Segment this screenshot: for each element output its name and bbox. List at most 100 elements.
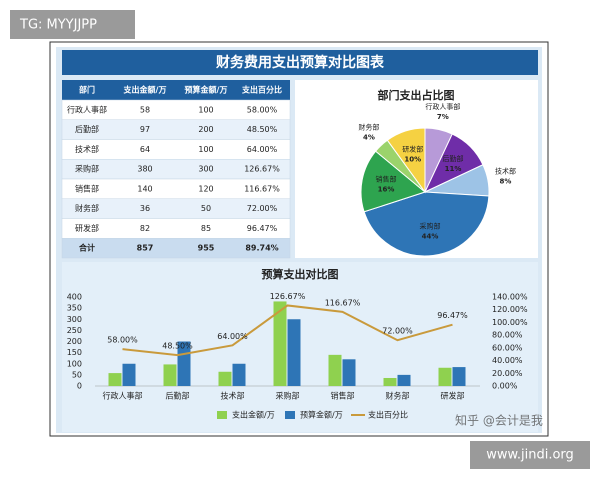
table-cell: 82 xyxy=(140,224,150,233)
bar xyxy=(383,377,397,386)
slice-name: 技术部 xyxy=(495,167,516,176)
bar xyxy=(108,373,122,386)
chart-title: 部门支出占比图 xyxy=(378,88,455,102)
y-tick-label: 0 xyxy=(77,382,82,391)
bar xyxy=(287,319,301,386)
table-row xyxy=(61,238,291,259)
table-cell: 72.00% xyxy=(247,204,278,213)
data-label: 96.47% xyxy=(437,311,468,320)
bar xyxy=(218,371,232,386)
data-label: 116.67% xyxy=(325,298,361,307)
table-cell: 100 xyxy=(198,145,213,154)
table-cell: 技术部 xyxy=(75,144,99,154)
y2-tick-label: 140.00% xyxy=(492,293,528,302)
y2-tick-label: 80.00% xyxy=(492,331,523,340)
watermark-box xyxy=(470,441,590,469)
pie-slice xyxy=(363,191,490,257)
x-tick-label: 后勤部 xyxy=(166,391,190,401)
line xyxy=(122,304,453,357)
legend-label: 支出百分比 xyxy=(368,410,408,420)
y2-tick-label: 120.00% xyxy=(492,305,528,314)
table-cell: 后勤部 xyxy=(75,124,99,134)
x-tick-label: 销售部 xyxy=(331,391,355,401)
data-label: 126.67% xyxy=(270,292,306,301)
bar xyxy=(163,364,177,386)
watermark: TG: MYYJJPP xyxy=(19,18,97,33)
table-cell: 行政人事部 xyxy=(67,104,107,114)
column-header: 预算金额/万 xyxy=(185,85,228,95)
y2-tick-label: 20.00% xyxy=(492,369,523,378)
table-cell: 58 xyxy=(140,105,150,114)
table-cell: 财务部 xyxy=(75,203,99,213)
column-header: 支出金额/万 xyxy=(123,85,167,95)
bar xyxy=(232,363,246,386)
y-tick-label: 250 xyxy=(67,326,82,335)
table-cell: 116.67% xyxy=(244,184,280,193)
table-cell: 100 xyxy=(198,105,213,114)
slice-label: 16% xyxy=(378,186,395,194)
y-tick-label: 400 xyxy=(67,293,82,302)
legend-label: 支出金额/万 xyxy=(232,410,275,420)
x-tick-label: 研发部 xyxy=(441,391,465,401)
table-cell: 140 xyxy=(137,184,152,193)
table-cell: 销售部 xyxy=(75,183,99,193)
slice-name: 后勤部 xyxy=(443,154,464,163)
table-cell: 研发部 xyxy=(75,223,99,233)
slice-name: 销售部 xyxy=(376,175,397,184)
x-tick-label: 财务部 xyxy=(386,391,410,401)
y-tick-label: 50 xyxy=(72,370,82,379)
legend-label: 预算金额/万 xyxy=(300,410,343,420)
table-cell: 36 xyxy=(140,204,150,213)
slice-label: 7% xyxy=(437,113,449,121)
slice-label: 8% xyxy=(500,178,512,186)
table-cell: 300 xyxy=(198,165,213,174)
table-cell: 64 xyxy=(140,145,150,154)
slice-label: 11% xyxy=(445,165,462,173)
slice-label: 44% xyxy=(422,232,439,240)
legend-key xyxy=(285,411,295,419)
slice-label: 4% xyxy=(363,133,375,141)
table-cell: 64.00% xyxy=(247,145,278,154)
table-cell: 50 xyxy=(201,204,211,213)
pie-slice xyxy=(386,127,426,194)
table-cell: 97 xyxy=(140,125,150,134)
y2-tick-label: 0.00% xyxy=(492,382,518,391)
bar xyxy=(342,359,356,386)
slice-name: 行政人事部 xyxy=(425,102,460,111)
bar xyxy=(273,301,287,386)
bar xyxy=(452,367,466,386)
y-tick-label: 300 xyxy=(67,315,82,324)
x-tick-label: 采购部 xyxy=(276,391,300,401)
table-cell: 89.74% xyxy=(245,244,278,253)
bar xyxy=(438,367,452,386)
column-header: 支出百分比 xyxy=(241,85,282,95)
title: 财务费用支出预算对比图表 xyxy=(215,54,385,71)
x-tick-label: 行政人事部 xyxy=(103,391,143,401)
table-header xyxy=(62,80,290,100)
y2-tick-label: 60.00% xyxy=(492,343,523,352)
table-cell: 合计 xyxy=(78,243,95,253)
watermark-box xyxy=(10,10,135,39)
bar xyxy=(397,374,411,386)
bar xyxy=(122,363,136,386)
pie-slice xyxy=(360,150,427,213)
data-label: 58.00% xyxy=(107,336,138,345)
table-cell: 96.47% xyxy=(247,224,278,233)
watermark: www.jindi.org xyxy=(486,448,574,463)
y-tick-label: 200 xyxy=(67,337,82,346)
table-cell: 48.50% xyxy=(247,125,278,134)
slice-name: 采购部 xyxy=(419,221,440,230)
title-bar xyxy=(62,50,538,75)
y2-tick-label: 40.00% xyxy=(492,356,523,365)
table-cell: 380 xyxy=(137,165,152,174)
table-cell: 120 xyxy=(198,184,213,193)
table-cell: 126.67% xyxy=(244,165,280,174)
table-cell: 85 xyxy=(201,224,211,233)
table-cell: 采购部 xyxy=(75,164,99,174)
table-cell: 200 xyxy=(198,125,213,134)
y2-tick-label: 100.00% xyxy=(492,318,528,327)
data-label: 48.50% xyxy=(162,342,193,351)
